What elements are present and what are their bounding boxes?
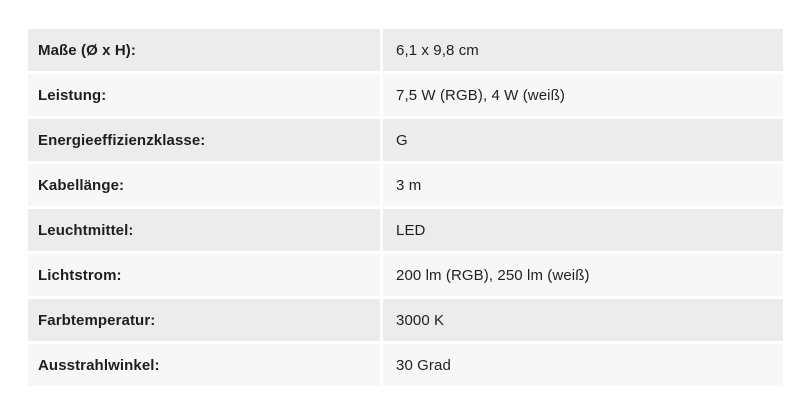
spec-value: LED	[383, 209, 783, 251]
spec-value: 3 m	[383, 164, 783, 206]
table-row: Kabellänge: 3 m	[28, 164, 783, 206]
spec-value: G	[383, 119, 783, 161]
product-spec-table: Maße (Ø x H): 6,1 x 9,8 cm Leistung: 7,5…	[28, 29, 783, 386]
spec-label: Leuchtmittel:	[28, 209, 380, 251]
spec-label: Kabellänge:	[28, 164, 380, 206]
table-row: Ausstrahlwinkel: 30 Grad	[28, 344, 783, 386]
spec-label: Maße (Ø x H):	[28, 29, 380, 71]
table-row: Maße (Ø x H): 6,1 x 9,8 cm	[28, 29, 783, 71]
table-row: Energieeffizienzklasse: G	[28, 119, 783, 161]
spec-label: Energieeffizienzklasse:	[28, 119, 380, 161]
spec-value: 7,5 W (RGB), 4 W (weiß)	[383, 74, 783, 116]
spec-label: Leistung:	[28, 74, 380, 116]
spec-label: Ausstrahlwinkel:	[28, 344, 380, 386]
spec-value: 6,1 x 9,8 cm	[383, 29, 783, 71]
spec-value: 3000 K	[383, 299, 783, 341]
spec-value: 30 Grad	[383, 344, 783, 386]
table-row: Lichtstrom: 200 lm (RGB), 250 lm (weiß)	[28, 254, 783, 296]
table-row: Leistung: 7,5 W (RGB), 4 W (weiß)	[28, 74, 783, 116]
table-row: Farbtemperatur: 3000 K	[28, 299, 783, 341]
spec-value: 200 lm (RGB), 250 lm (weiß)	[383, 254, 783, 296]
spec-label: Lichtstrom:	[28, 254, 380, 296]
table-row: Leuchtmittel: LED	[28, 209, 783, 251]
spec-label: Farbtemperatur:	[28, 299, 380, 341]
